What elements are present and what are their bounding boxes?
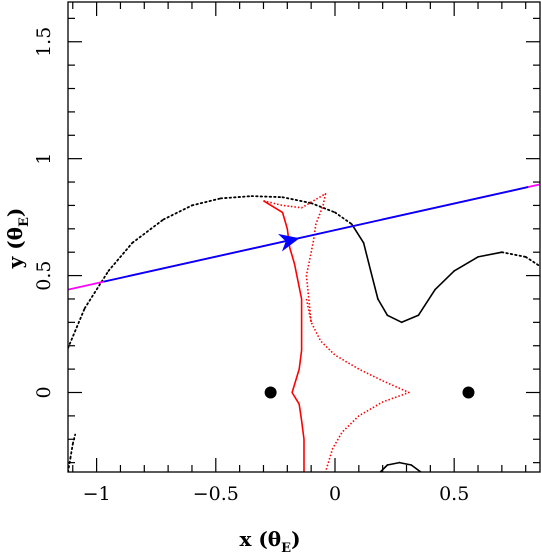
y-tick-label: 1.5 (33, 27, 55, 57)
lens-point-1 (264, 386, 277, 399)
critical-curve-outer-segment (68, 307, 86, 349)
critical-curve-outer-segment (131, 218, 165, 244)
critical-curve-outer-segment (501, 251, 527, 258)
critical-curve-lower-right-segment (410, 464, 422, 472)
critical-curve-outer-segment (386, 314, 403, 324)
critical-curve-outer-segment (477, 251, 503, 258)
trajectory-arrow-icon (278, 233, 300, 252)
critical-curve-lower-right-segment (398, 461, 413, 466)
y-tick-label: 0.5 (33, 260, 55, 290)
critical-curve-outer-segment (334, 211, 353, 225)
y-tick-label: 0 (33, 386, 55, 398)
critical-curve-outer-segment (400, 314, 420, 324)
critical-curve-outer-segment (377, 298, 389, 317)
x-tick-label: 0 (329, 483, 341, 505)
tick-label-layer: −1 −0.5 0 0.5 0 0.5 1 1.5 (33, 27, 469, 505)
y-tick-label: 1 (33, 153, 55, 165)
x-tick-label: −1 (83, 483, 111, 505)
critical-curve-lower-right-segment (379, 464, 389, 472)
tick-layer (68, 2, 540, 472)
caustic-curve-upper (263, 192, 327, 323)
caustic-curve-left-arm (263, 200, 305, 472)
critical-curve-outer-segment (524, 255, 540, 268)
critical-curve-outer-segment (417, 288, 436, 317)
critical-curve-outer-segment (453, 256, 479, 272)
critical-curve-lower-right-segment (386, 461, 401, 466)
x-axis-label: x (θE) (239, 527, 300, 555)
plot-frame (67, 1, 541, 473)
plot-area (68, 183, 540, 472)
caustic-curve-right-arm (305, 298, 410, 472)
critical-curve-outer-segment (362, 242, 372, 272)
critical-curve-outer-segment (310, 202, 336, 214)
critical-curve-outer-segment (107, 241, 134, 272)
critical-curve-outer-segment (369, 270, 379, 300)
y-axis-label: y (θE) (3, 208, 32, 270)
critical-curve-outer-segment (83, 270, 110, 310)
lens-point-2 (462, 386, 475, 399)
data-layer (68, 183, 540, 472)
critical-curve-outer-segment (434, 270, 455, 291)
critical-curve-lower-left-segment (69, 443, 74, 459)
critical-curve-outer-segment (250, 195, 284, 199)
critical-curve-outer-segment (350, 223, 365, 244)
x-tick-label: −0.5 (193, 483, 239, 505)
x-tick-label: 0.5 (439, 483, 469, 505)
critical-curve-outer-segment (219, 195, 253, 200)
trajectory-blue-segment (103, 186, 529, 283)
critical-curve-outer-segment (162, 204, 193, 221)
critical-curve-outer-segment (281, 196, 313, 204)
critical-curve-outer-segment (191, 197, 222, 207)
